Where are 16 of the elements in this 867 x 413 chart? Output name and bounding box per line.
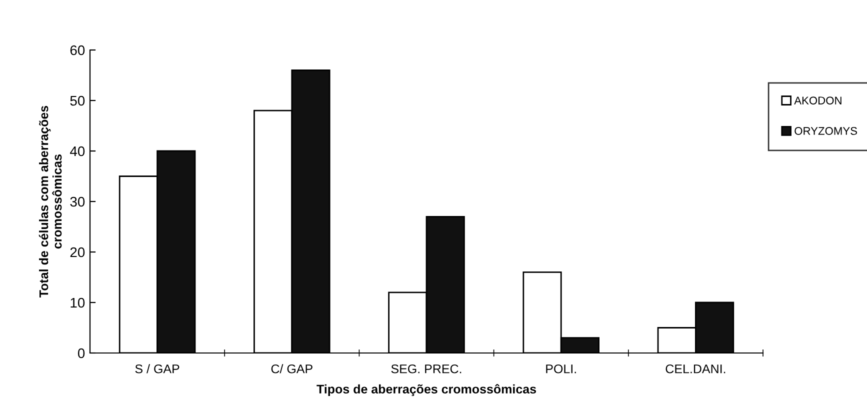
x-tick-label: S / GAP (135, 364, 180, 374)
y-tick-label: 60 (70, 45, 85, 56)
x-tick-label: C/ GAP (271, 364, 312, 374)
y-tick-label: 30 (70, 196, 85, 207)
legend-label: AKODON (794, 96, 842, 104)
x-tick-label: CEL.DANI. (666, 364, 726, 374)
y-tick-label: 40 (70, 146, 85, 156)
y-tick-label: 20 (70, 247, 85, 258)
y-axis-title: Total de células com aberrações cromossômicas (38, 106, 62, 298)
legend-label: ORYZOMYS (794, 127, 857, 135)
y-tick-label: 0 (78, 348, 85, 358)
x-axis-title: Tipos de aberrações cromossômicas (316, 384, 536, 396)
x-tick-label: SEG. PREC. (391, 364, 462, 374)
x-tick-label: POLI. (546, 364, 576, 374)
y-tick-label: 50 (70, 96, 85, 106)
y-tick-label: 10 (70, 298, 85, 308)
